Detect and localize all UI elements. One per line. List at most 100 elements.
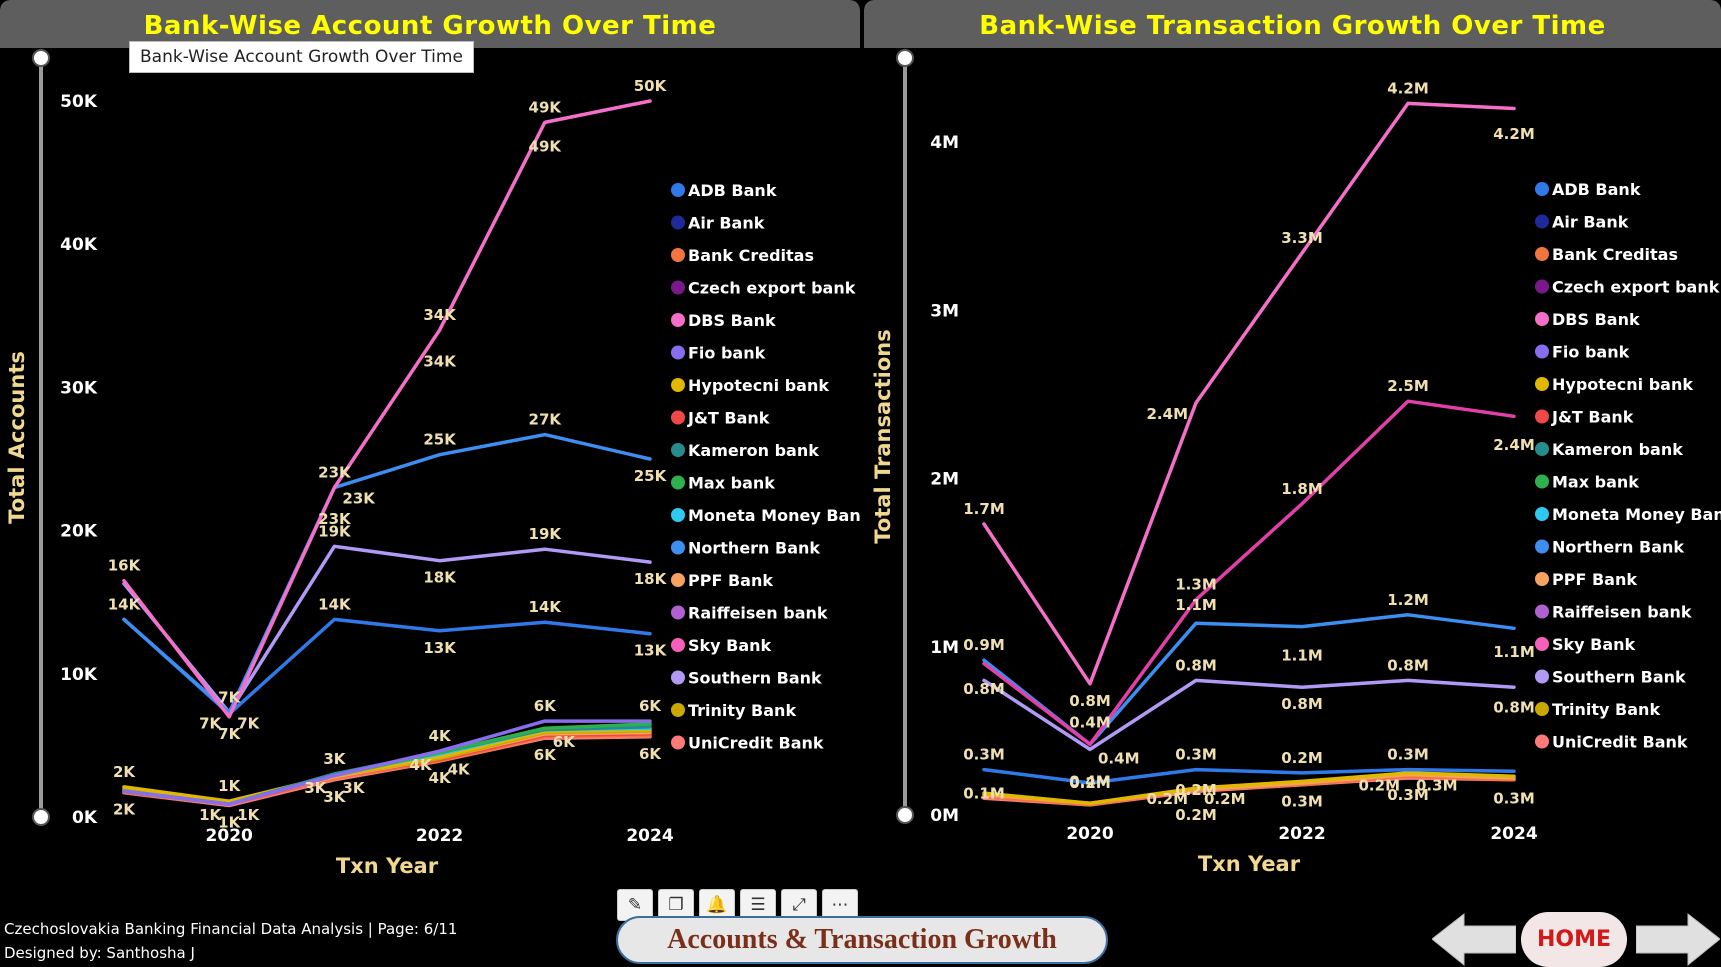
range-slider-handle-bottom <box>896 806 914 824</box>
y-tick-label: 3M <box>930 301 959 321</box>
pin-icon[interactable]: ✎ <box>617 889 653 921</box>
x-tick-label: 2020 <box>206 826 253 846</box>
data-label: 0.2M <box>1069 774 1111 792</box>
data-label: 14K <box>529 598 563 616</box>
data-label: 23K <box>342 490 376 508</box>
data-label: 7K <box>218 725 241 743</box>
transaction-growth-header: Bank-Wise Transaction Growth Over Time <box>864 0 1721 48</box>
legend-marker-raiffeisen-bank <box>671 605 685 620</box>
data-label: 27K <box>529 411 563 429</box>
legend-marker-kameron-bank <box>1535 442 1549 456</box>
legend-marker-northern-bank <box>671 540 685 555</box>
legend-label-southern-bank: Southern Bank <box>1552 668 1686 687</box>
data-label: 0.3M <box>1175 746 1217 764</box>
legend-label-southern-bank: Southern Bank <box>688 669 822 688</box>
legend-marker-ppf-bank <box>1535 572 1549 586</box>
account-growth-chart: 0K 10K 20K 30K 40K 50K 2020 2022 2024 Txn Year Tot… <box>5 49 860 878</box>
data-label: 3.3M <box>1281 229 1323 247</box>
legend-label-trinity-bank: Trinity Bank <box>1552 700 1660 719</box>
legend-label-northern-bank: Northern Bank <box>688 539 820 558</box>
legend-label-max-bank: Max bank <box>1552 473 1639 492</box>
legend-marker-trinity-bank <box>1535 702 1549 716</box>
y-axis-title: Total Accounts <box>5 351 29 524</box>
data-label: 1.8M <box>1281 480 1323 498</box>
data-label: 19K <box>318 522 352 540</box>
data-label: 2K <box>113 801 136 819</box>
chart-tooltip: Bank-Wise Account Growth Over Time <box>129 41 474 73</box>
legend-marker-air-bank <box>1535 214 1549 229</box>
data-label: 14K <box>108 595 142 613</box>
legend-marker-czech-export-bank <box>671 280 685 295</box>
data-label: 18K <box>634 570 668 588</box>
legend-label-trinity-bank: Trinity Bank <box>688 701 796 720</box>
data-label: 6K <box>534 697 557 715</box>
data-label: 0.8M <box>1387 656 1429 674</box>
series-line-hypotecni-bank <box>982 771 1516 805</box>
report-subtitle: Czechoslovakia Banking Financial Data An… <box>4 920 458 938</box>
page-title-button[interactable]: Accounts & Transaction Growth <box>616 916 1108 964</box>
data-label: 0.8M <box>1069 692 1111 710</box>
bell-icon[interactable]: 🔔 <box>699 889 735 921</box>
data-label: 0.2M <box>1359 777 1401 795</box>
data-label: 13K <box>423 639 457 657</box>
data-label: 6K <box>553 733 576 751</box>
legend-label-raiffeisen-bank: Raiffeisen bank <box>1552 603 1692 622</box>
data-label: 0.2M <box>1281 749 1323 767</box>
data-label: 14K <box>318 595 352 613</box>
data-label: 0.2M <box>1204 790 1246 808</box>
legend-label-air-bank: Air Bank <box>688 214 765 233</box>
data-label: 1.1M <box>1175 596 1217 614</box>
data-label: 1.1M <box>1493 643 1535 661</box>
focus-mode-icon[interactable]: ⤢ <box>781 889 817 921</box>
legend-label-moneta-money-bank: Moneta Money Bank <box>688 506 860 525</box>
y-tick-label: 0M <box>930 806 959 826</box>
data-label: 0.8M <box>963 680 1005 698</box>
series-line-dbs-bank <box>122 99 652 719</box>
legend-label-unicredit-bank: UniCredit Bank <box>688 734 824 753</box>
x-tick-label: 2022 <box>1278 824 1325 844</box>
data-label: 0.8M <box>1493 699 1535 717</box>
data-label: 0.2M <box>1175 781 1217 799</box>
filter-icon[interactable]: ☰ <box>740 889 776 921</box>
legend-marker-sky-bank <box>671 638 685 652</box>
range-slider-handle-top <box>32 49 50 67</box>
legend-label-czech-export-bank: Czech export bank <box>1552 278 1720 297</box>
y-tick-label: 2M <box>930 470 959 490</box>
data-label: 0.2M <box>1147 790 1189 808</box>
data-label: 4.2M <box>1387 79 1429 97</box>
data-label: 0.2M <box>1175 806 1217 824</box>
home-button[interactable]: HOME <box>1521 912 1627 967</box>
forward-arrow-icon[interactable] <box>1636 912 1720 967</box>
data-label: 1K <box>218 777 241 795</box>
legend-label-dbs-bank: DBS Bank <box>1552 310 1640 329</box>
data-label: 1.3M <box>1175 576 1217 594</box>
data-label: 4K <box>429 727 452 745</box>
legend-label-hypotecni-bank: Hypotecni bank <box>688 376 829 395</box>
y-tick-label: 4M <box>930 133 959 153</box>
data-label: 3K <box>304 779 327 797</box>
back-arrow-icon[interactable] <box>1432 912 1516 967</box>
data-label: 0.3M <box>1493 789 1535 807</box>
copy-icon[interactable]: ❐ <box>658 889 694 921</box>
legend-label-raiffeisen-bank: Raiffeisen bank <box>688 604 828 623</box>
data-label: 16K <box>108 557 142 575</box>
data-label: 6K <box>639 745 662 763</box>
legend-marker-j-t-bank <box>1535 409 1549 424</box>
legend-label-ppf-bank: PPF Bank <box>688 571 773 590</box>
data-label: 2.4M <box>1493 436 1535 454</box>
y-tick-label: 50K <box>60 92 98 112</box>
legend-marker-unicredit-bank <box>671 735 685 750</box>
x-tick-label: 2022 <box>416 826 463 846</box>
more-options-icon[interactable]: ⋯ <box>822 889 858 921</box>
data-label: 50K <box>634 77 668 95</box>
legend-marker-trinity-bank <box>671 703 685 717</box>
legend-marker-fio-bank <box>1535 344 1549 359</box>
transaction-growth-chart: 0M 1M 2M 3M 4M 2020 2022 2024 Txn Year Total Tran… <box>871 49 1721 876</box>
data-label: 19K <box>529 525 563 543</box>
y-tick-label: 0K <box>72 808 98 828</box>
data-label: 0.3M <box>1387 786 1429 804</box>
series-line-dbs-bank <box>982 101 1516 686</box>
legend-marker-fio-bank <box>671 345 685 360</box>
data-label: 6K <box>534 746 557 764</box>
legend-label-sky-bank: Sky Bank <box>1552 635 1636 654</box>
